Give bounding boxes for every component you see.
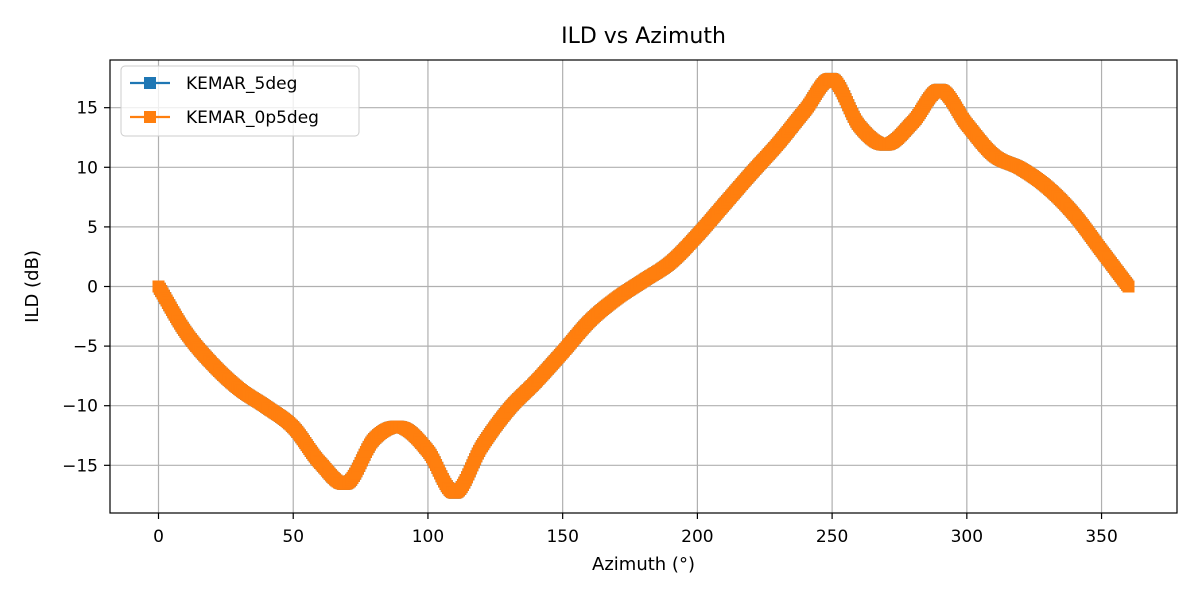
x-tick-label: 300: [951, 527, 983, 547]
data-point-marker: [1122, 280, 1135, 293]
x-tick-label: 50: [282, 527, 304, 547]
y-tick-label: 0: [87, 278, 98, 298]
x-tick-label: 200: [681, 527, 713, 547]
series-markers-1: [152, 72, 1135, 499]
y-axis-label: ILD (dB): [22, 250, 43, 323]
grid-lines: [110, 60, 1177, 513]
y-tick-label: −10: [62, 397, 98, 417]
x-tick-label: 100: [412, 527, 444, 547]
x-tick-label: 0: [153, 527, 164, 547]
x-tick-label: 350: [1085, 527, 1117, 547]
y-tick-label: 10: [76, 158, 98, 178]
y-tick-label: 15: [76, 99, 98, 119]
series-layer: [152, 72, 1135, 499]
legend-box: [120, 65, 360, 137]
legend: KEMAR_5deg KEMAR_0p5deg: [120, 65, 360, 137]
y-tick-label: 5: [87, 218, 98, 238]
legend-label-kemar-0p5deg: KEMAR_0p5deg: [186, 108, 319, 128]
legend-marker-kemar-0p5deg: [144, 111, 156, 123]
axis-ticks: 0 50 100 150 200 250 300 350 −15 −10 −5 0 5 10 15: [62, 99, 1118, 547]
y-tick-label: −15: [62, 456, 98, 476]
legend-marker-kemar-5deg: [144, 77, 156, 89]
x-tick-label: 250: [816, 527, 848, 547]
chart-title: ILD vs Azimuth: [561, 24, 726, 49]
x-tick-label: 150: [546, 527, 578, 547]
y-tick-label: −5: [73, 337, 98, 357]
x-axis-label: Azimuth (°): [592, 554, 695, 575]
legend-label-kemar-5deg: KEMAR_5deg: [186, 74, 297, 94]
